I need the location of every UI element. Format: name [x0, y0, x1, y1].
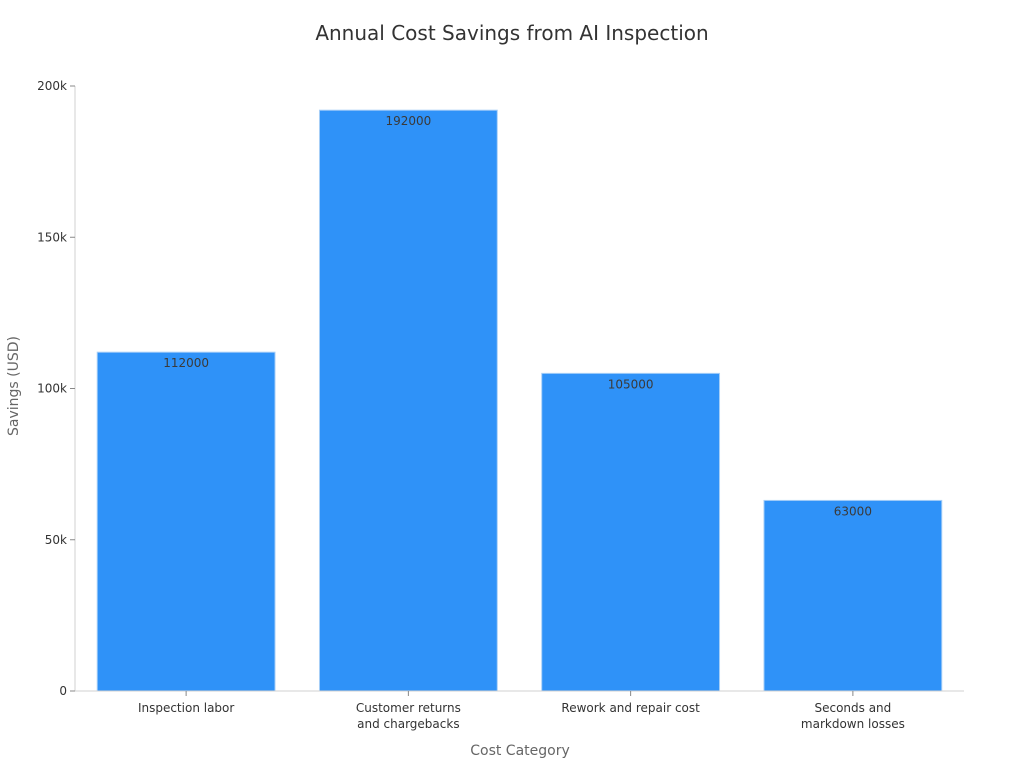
y-tick-label-3: 150k — [37, 230, 67, 244]
y-tick-label-4: 200k — [37, 79, 67, 93]
bar-3 — [763, 499, 943, 692]
bar-0 — [96, 351, 276, 692]
y-axis-ticks: 0 50k 100k 150k 200k — [37, 79, 75, 698]
plot-area: 112000 192000 105000 63000 0 50k 100k 150k 200k… — [37, 79, 964, 731]
bar-2 — [541, 372, 721, 692]
x-tick-label-3: Seconds and markdown losses — [801, 701, 905, 731]
value-label-3: 63000 — [834, 504, 872, 518]
y-tick-label-0: 0 — [59, 684, 67, 698]
chart-title: Annual Cost Savings from AI Inspection — [315, 21, 708, 45]
value-label-2: 105000 — [608, 377, 654, 391]
x-tick-label-1: Customer returns and chargebacks — [356, 701, 461, 731]
bars-group — [96, 109, 943, 692]
x-axis-title: Cost Category — [470, 743, 570, 759]
value-label-0: 112000 — [163, 356, 209, 370]
y-tick-label-1: 50k — [45, 533, 67, 547]
x-tick-label-2: Rework and repair cost — [561, 701, 700, 715]
x-tick-label-0: Inspection labor — [138, 701, 234, 715]
value-label-1: 192000 — [385, 114, 431, 128]
y-axis-title: Savings (USD) — [6, 336, 22, 436]
bar-1 — [318, 109, 498, 692]
y-tick-label-2: 100k — [37, 382, 67, 396]
x-axis-ticks: Inspection labor Customer returns and char… — [138, 691, 905, 731]
value-labels-group: 112000 192000 105000 63000 — [163, 114, 872, 518]
